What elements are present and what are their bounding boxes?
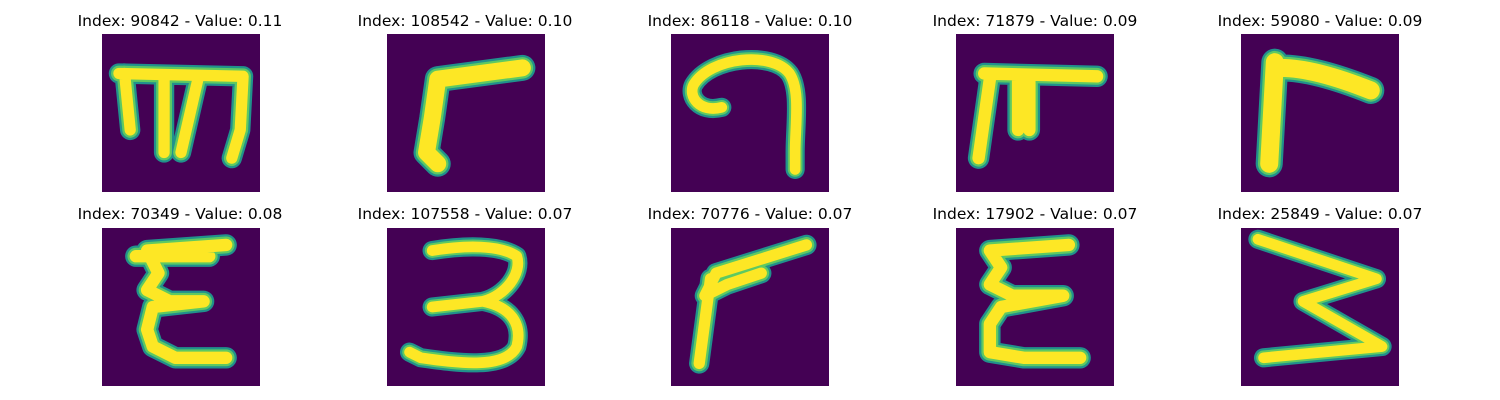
panel-title-5: Index: 59080 - Value: 0.09 (1217, 12, 1423, 30)
glyph-image-1 (102, 34, 260, 192)
panel-title-9: Index: 17902 - Value: 0.07 (932, 205, 1138, 223)
panel-title-7: Index: 107558 - Value: 0.07 (357, 205, 573, 223)
glyph-image-9 (956, 228, 1114, 386)
glyph-image-4 (956, 34, 1114, 192)
panel-title-1: Index: 90842 - Value: 0.11 (77, 12, 283, 30)
glyph-image-2 (387, 34, 545, 192)
glyph-image-6 (102, 228, 260, 386)
glyph-image-5 (1241, 34, 1399, 192)
panel-title-4: Index: 71879 - Value: 0.09 (932, 12, 1138, 30)
panel-title-6: Index: 70349 - Value: 0.08 (77, 205, 283, 223)
glyph-image-8 (671, 228, 829, 386)
glyph-image-10 (1241, 228, 1399, 386)
glyph-image-7 (387, 228, 545, 386)
panel-title-3: Index: 86118 - Value: 0.10 (647, 12, 853, 30)
panel-title-8: Index: 70776 - Value: 0.07 (647, 205, 853, 223)
panel-title-10: Index: 25849 - Value: 0.07 (1217, 205, 1423, 223)
panel-title-2: Index: 108542 - Value: 0.10 (357, 12, 573, 30)
glyph-image-3 (671, 34, 829, 192)
